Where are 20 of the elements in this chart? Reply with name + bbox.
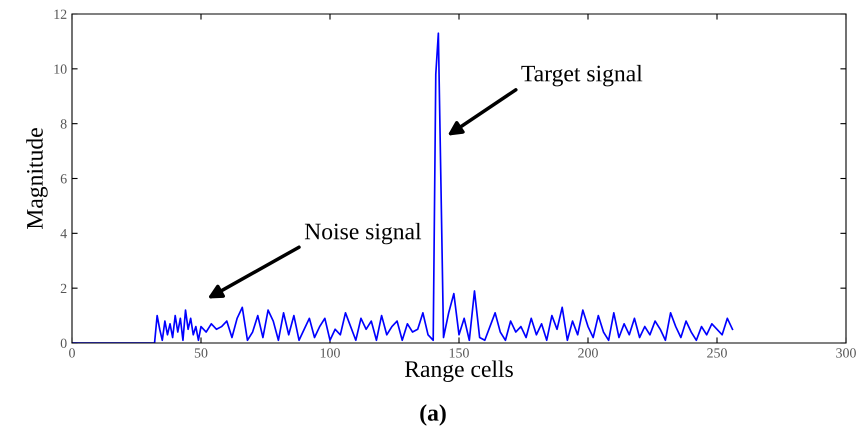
y-tick-label: 8 <box>60 119 67 129</box>
x-tick-label: 0 <box>69 348 75 358</box>
text: (a) <box>420 404 446 426</box>
x-tick-label: 300 <box>836 348 856 358</box>
y-tick-label: 10 <box>54 64 67 74</box>
annotation: Noise signal <box>304 222 422 244</box>
x-tick-label: 50 <box>194 348 208 358</box>
x-axis-title: Range cells <box>404 360 513 382</box>
y-tick-label: 2 <box>60 284 66 293</box>
y-tick-label: 0 <box>60 338 67 348</box>
y-tick-label: 4 <box>60 229 67 238</box>
x-tick-label: 250 <box>707 348 727 358</box>
y-axis-title: Magnitude <box>26 128 48 229</box>
y-tick-label: 12 <box>54 10 66 19</box>
x-tick-label: 100 <box>320 348 340 358</box>
line-series <box>72 32 734 343</box>
x-tick-label: 150 <box>450 348 469 358</box>
annotation: Target signal <box>521 64 642 86</box>
x-tick-label: 200 <box>578 348 598 358</box>
y-tick-label: 6 <box>60 174 67 184</box>
